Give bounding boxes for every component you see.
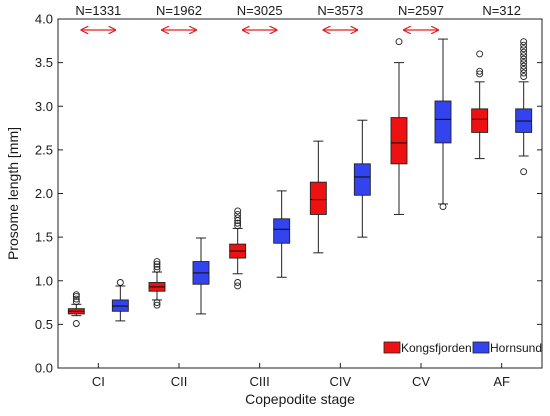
box-kongsfjorden-cv — [390, 38, 408, 215]
outlier-point — [439, 203, 447, 211]
outlier-point — [234, 222, 242, 230]
y-tick-label: 3.0 — [35, 99, 53, 114]
box-hornsund-ciii — [273, 190, 291, 278]
sample-size-label: N=1331 — [75, 3, 121, 18]
outlier-point — [72, 295, 80, 303]
box-iqr — [353, 163, 371, 196]
y-tick-label: 0.0 — [35, 361, 53, 376]
box-kongsfjorden-cii — [148, 258, 166, 309]
x-tick-label: CIV — [329, 374, 351, 389]
box-hornsund-cv — [434, 38, 452, 211]
outlier-point — [520, 38, 528, 46]
y-tick-label: 2.0 — [35, 186, 53, 201]
sample-size-label: N=2597 — [398, 3, 444, 18]
outlier-point — [234, 214, 242, 222]
x-axis-title: Copepodite stage — [245, 391, 355, 407]
sample-size-label: N=312 — [482, 3, 521, 18]
legend-swatch-kongsfjorden — [383, 341, 401, 354]
outlier-point — [72, 320, 80, 327]
x-tick-label: CIII — [250, 374, 270, 389]
outlier-point — [72, 291, 80, 299]
outlier-point — [520, 59, 528, 67]
sample-size-labels: N=1331 N=1962 N=3025 N=3573 N=2597 N=312 — [75, 3, 521, 18]
outlier-point — [520, 45, 528, 53]
legend-label-kongsfjorden: Kongsfjorden — [401, 341, 472, 355]
outlier-point — [234, 207, 242, 215]
x-tick-label: CI — [92, 374, 105, 389]
legend: Kongsfjorden Hornsund — [383, 341, 542, 355]
outlier-point — [153, 258, 161, 266]
box-hornsund-ci — [111, 279, 129, 322]
outlier-point — [153, 265, 161, 273]
outlier-point — [520, 55, 528, 63]
outlier-point — [153, 299, 161, 307]
box-hornsund-civ — [353, 119, 371, 238]
outlier-point — [395, 38, 403, 46]
outlier-point — [520, 73, 528, 81]
sample-size-label: N=1962 — [156, 3, 202, 18]
y-axis: 0.0 0.5 1.0 1.5 2.0 2.5 3.0 3.5 4.0 — [35, 12, 542, 376]
outlier-point — [520, 41, 528, 49]
box-kongsfjorden-ciii — [229, 207, 247, 290]
y-tick-label: 2.5 — [35, 142, 53, 157]
y-tick-label: 4.0 — [35, 12, 53, 27]
outlier-point — [520, 66, 528, 74]
box-iqr — [309, 181, 327, 215]
outlier-point — [153, 301, 161, 309]
outlier-point — [520, 69, 528, 77]
outlier-point — [476, 67, 484, 75]
sample-size-label: N=3025 — [237, 3, 283, 18]
legend-label-hornsund: Hornsund — [490, 341, 542, 355]
outlier-point — [520, 52, 528, 60]
y-axis-title: Prosome length [mm] — [5, 127, 21, 260]
legend-swatch-hornsund — [472, 341, 490, 354]
box-hornsund-af — [515, 38, 533, 176]
sample-size-label: N=3573 — [317, 3, 363, 18]
x-tick-label: CV — [412, 374, 430, 389]
outlier-point — [234, 210, 242, 218]
y-tick-label: 1.0 — [35, 273, 53, 288]
x-tick-label: AF — [493, 374, 510, 389]
box-iqr — [273, 218, 291, 244]
outlier-point — [520, 62, 528, 70]
outlier-point — [520, 168, 528, 176]
box-hornsund-cii — [192, 237, 210, 315]
x-axis: CI CII CIII CIV CV AF — [92, 363, 510, 389]
outlier-point — [116, 279, 124, 286]
outlier-point — [520, 48, 528, 56]
box-iqr — [390, 117, 408, 165]
y-tick-label: 0.5 — [35, 317, 53, 332]
outlier-point — [234, 279, 242, 286]
outlier-point — [72, 293, 80, 300]
box-kongsfjorden-civ — [309, 140, 327, 254]
outlier-point — [476, 70, 484, 78]
box-kongsfjorden-ci — [67, 291, 85, 327]
boxes — [67, 38, 533, 327]
x-tick-label: CII — [171, 374, 188, 389]
plot-area — [57, 18, 543, 369]
y-tick-label: 1.5 — [35, 230, 53, 245]
box-kongsfjorden-af — [471, 50, 489, 160]
outlier-point — [72, 298, 80, 306]
outlier-point — [234, 282, 242, 290]
box-iqr — [471, 108, 489, 133]
box-iqr — [434, 100, 452, 144]
outlier-point — [234, 219, 242, 227]
outlier-point — [153, 260, 161, 268]
outlier-point — [153, 263, 161, 271]
outlier-point — [476, 50, 484, 58]
y-tick-label: 3.5 — [35, 55, 53, 70]
